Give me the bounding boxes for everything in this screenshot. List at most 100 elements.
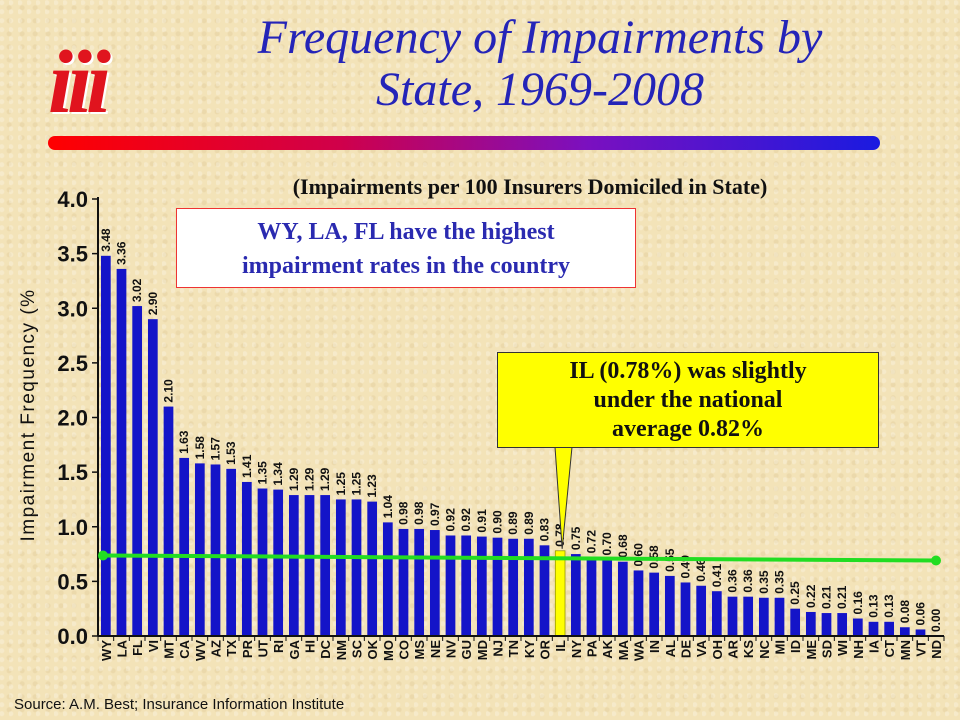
value-label-ky: 0.89 <box>522 511 536 535</box>
y-tick-label: 4.0 <box>57 187 88 212</box>
value-label-wi: 0.21 <box>835 585 849 609</box>
bar-ny <box>570 554 581 636</box>
value-label-ks: 0.36 <box>741 569 755 593</box>
bar-co <box>398 528 409 636</box>
bar-ar <box>727 596 738 636</box>
x-label-wa: WA <box>632 639 647 661</box>
x-label-de: DE <box>679 640 694 658</box>
callout-il-line-1: IL (0.78%) was slightly <box>569 358 807 384</box>
value-label-tn: 0.89 <box>506 511 520 535</box>
bar-nh <box>852 618 863 636</box>
bar-mn <box>899 627 910 636</box>
value-label-ar: 0.36 <box>726 569 740 593</box>
callout-il-line-3: average 0.82% <box>612 416 764 442</box>
bar-vt <box>915 629 926 636</box>
average-line-start-dot <box>98 550 108 561</box>
x-label-oh: OH <box>710 640 725 660</box>
x-label-ne: NE <box>428 640 443 658</box>
value-label-dc: 1.29 <box>318 467 332 491</box>
x-label-ms: MS <box>412 640 427 660</box>
bar-va <box>696 585 707 636</box>
il-callout: IL (0.78%) was slightly under the nation… <box>497 352 879 448</box>
x-label-nj: NJ <box>491 640 506 657</box>
title-line-1: Frequency of Impairments by <box>257 11 823 64</box>
value-label-ne: 0.97 <box>428 502 442 526</box>
y-axis-ticks: 0.0 0.5 1.0 1.5 2.0 2.5 3.0 3.5 4.0 <box>57 187 98 649</box>
x-label-id: ID <box>788 640 803 653</box>
bar-sc <box>351 499 362 636</box>
bar-il <box>554 550 566 637</box>
value-label-me: 0.22 <box>804 584 818 608</box>
value-label-ny: 0.75 <box>569 526 583 550</box>
value-label-nm: 1.25 <box>334 472 348 496</box>
bar-gu <box>461 535 472 636</box>
x-label-wy: WY <box>99 640 114 661</box>
value-label-wy: 3.48 <box>99 228 113 252</box>
bar-pr <box>241 481 252 636</box>
bar-tx <box>226 468 237 636</box>
bar-oh <box>711 591 722 636</box>
value-label-pa: 0.72 <box>585 530 599 554</box>
x-label-az: AZ <box>209 640 224 657</box>
callout-top-line-1: WY, LA, FL have the highest <box>257 219 555 245</box>
bar-la <box>116 268 127 636</box>
value-label-ca: 1.63 <box>177 430 191 454</box>
bar-mi <box>774 597 785 636</box>
value-label-nj: 0.90 <box>491 510 505 534</box>
value-label-wa: 0.60 <box>632 543 646 567</box>
x-label-mi: MI <box>773 640 788 654</box>
bar-wv <box>194 463 205 636</box>
x-label-in: IN <box>647 640 662 653</box>
x-label-vt: VT <box>914 640 929 657</box>
x-label-fl: FL <box>130 640 145 656</box>
value-label-fl: 3.02 <box>130 278 144 302</box>
bar-sd <box>821 613 832 636</box>
value-label-ms: 0.98 <box>412 501 426 525</box>
bar-ma <box>617 561 628 636</box>
x-label-va: VA <box>694 639 709 657</box>
iii-logo: iii <box>48 33 111 132</box>
x-label-ga: GA <box>287 639 302 659</box>
bar-az <box>210 464 221 636</box>
y-tick-label: 0.5 <box>57 569 88 594</box>
bar-or <box>539 545 550 636</box>
bar-in <box>649 572 660 636</box>
x-label-ak: AK <box>600 639 615 658</box>
x-label-ok: OK <box>365 639 380 659</box>
bar-ga <box>288 495 299 636</box>
chart-subtitle: (Impairments per 100 Insurers Domiciled … <box>292 174 768 199</box>
value-label-mn: 0.08 <box>898 600 912 624</box>
x-label-ct: CT <box>882 640 897 657</box>
y-tick-label: 2.0 <box>57 406 88 431</box>
x-label-la: LA <box>115 639 130 657</box>
value-label-ak: 0.70 <box>600 532 614 556</box>
x-label-nc: NC <box>757 639 772 658</box>
value-label-vt: 0.06 <box>914 602 928 626</box>
value-label-mo: 1.04 <box>381 495 395 519</box>
x-label-mo: MO <box>381 640 396 661</box>
value-label-md: 0.91 <box>475 509 489 533</box>
x-label-al: AL <box>663 640 678 657</box>
y-axis-label: Impairment Frequency (% <box>18 288 39 541</box>
bar-de <box>680 582 691 636</box>
bar-ia <box>868 621 879 636</box>
bar-dc <box>320 495 331 636</box>
x-label-il: IL <box>553 640 568 652</box>
value-label-nd: 0.00 <box>929 608 943 632</box>
x-label-nv: NV <box>444 640 459 658</box>
y-tick-label: 1.5 <box>57 460 88 485</box>
bar-ri <box>273 489 284 636</box>
x-label-pr: PR <box>240 639 255 658</box>
value-label-id: 0.25 <box>788 581 802 605</box>
value-label-va: 0.46 <box>694 558 708 582</box>
y-tick-label: 2.5 <box>57 351 88 376</box>
value-label-nh: 0.16 <box>851 591 865 615</box>
x-label-sd: SD <box>820 640 835 658</box>
value-label-nc: 0.35 <box>757 570 771 594</box>
average-line <box>102 553 937 563</box>
bar-id <box>790 608 801 636</box>
x-label-co: CO <box>397 640 412 660</box>
bar-al <box>664 575 675 636</box>
value-label-mi: 0.35 <box>773 570 787 594</box>
value-label-la: 3.36 <box>115 241 129 265</box>
